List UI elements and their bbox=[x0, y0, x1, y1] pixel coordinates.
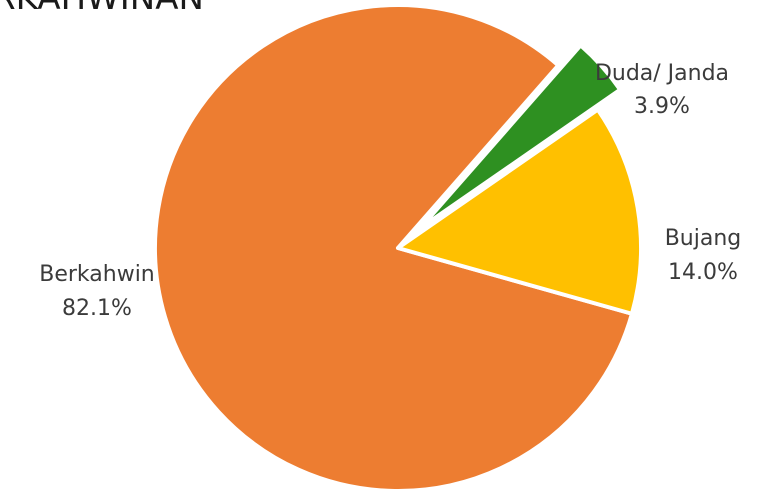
slice-percent-label: 14.0% bbox=[668, 260, 738, 285]
chart-title: RKAHWINAN bbox=[0, 0, 204, 18]
slice-label: Duda/ Janda bbox=[595, 61, 729, 86]
slice-label: Berkahwin bbox=[39, 262, 155, 287]
pie-slice-duda-janda bbox=[418, 43, 623, 231]
slice-label: Bujang bbox=[665, 226, 742, 251]
pie-slice-berkahwin bbox=[153, 3, 634, 493]
pie-slices bbox=[153, 3, 643, 493]
pie-labels: Berkahwin 82.1% Duda/ Janda 3.9% Bujang 14.0% bbox=[39, 61, 741, 321]
slice-percent-label: 82.1% bbox=[62, 296, 132, 321]
slice-percent-label: 3.9% bbox=[634, 94, 690, 119]
pie-slice-bujang bbox=[396, 107, 643, 316]
